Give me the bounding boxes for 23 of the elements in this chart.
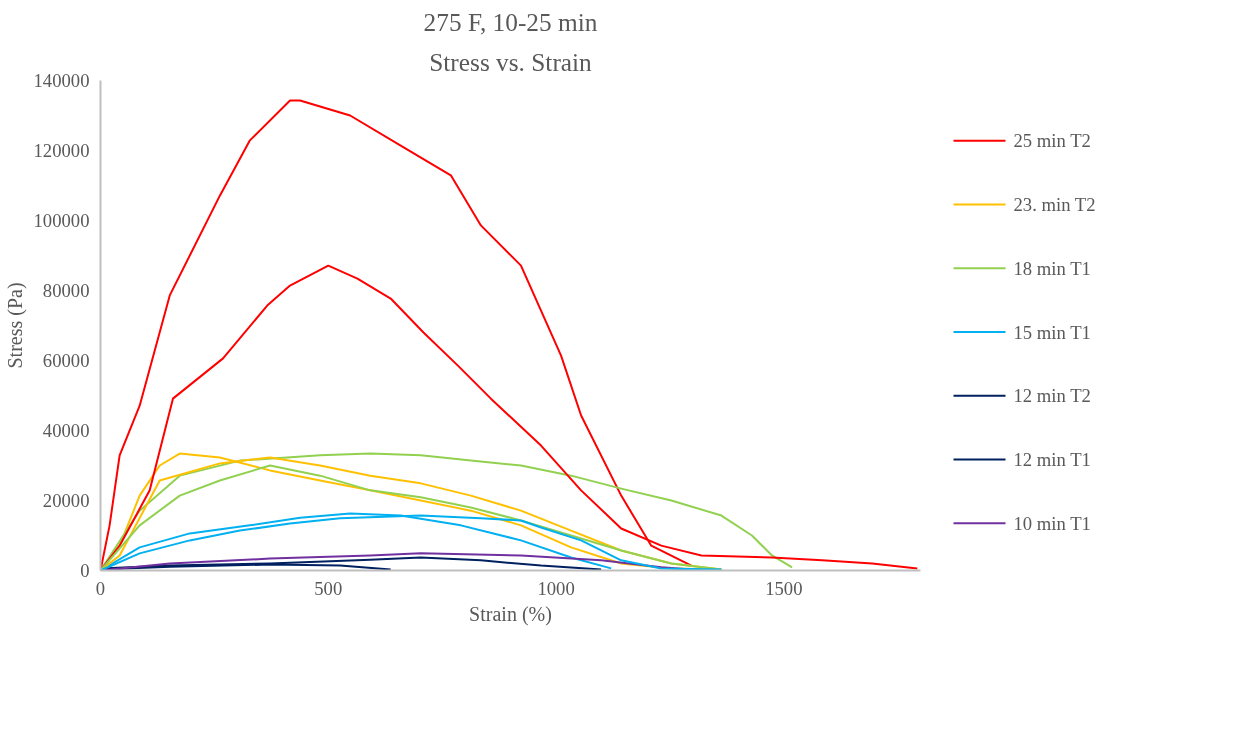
x-axis-title: Strain (%): [469, 602, 552, 626]
y-tick-label: 20000: [42, 490, 90, 511]
y-tick-label: 80000: [42, 280, 90, 301]
y-tick-label: 40000: [42, 420, 90, 441]
legend-label: 10 min T1: [1013, 512, 1091, 534]
y-tick-label: 100000: [33, 210, 90, 231]
legend-label: 23. min T2: [1013, 194, 1096, 216]
y-tick-label: 0: [80, 560, 90, 581]
y-tick-label: 140000: [33, 70, 90, 91]
x-tick-label: 1500: [765, 577, 803, 599]
x-tick-label: 0: [95, 577, 106, 599]
y-axis-title: Stress (Pa): [3, 282, 27, 369]
legend-label: 15 min T1: [1013, 321, 1091, 343]
y-tick-label: 120000: [33, 140, 90, 161]
x-tick-label: 500: [314, 577, 343, 599]
legend-label: 12 min T2: [1013, 385, 1091, 407]
chart-title: 275 F, 10-25 min: [423, 7, 598, 36]
x-tick-label: 1000: [537, 577, 575, 599]
legend-label: 18 min T1: [1013, 257, 1091, 279]
chart-subtitle: Stress vs. Strain: [429, 47, 593, 76]
legend-label: 25 min T2: [1013, 130, 1091, 152]
y-tick-label: 60000: [42, 350, 90, 371]
legend-label: 12 min T1: [1013, 448, 1091, 470]
